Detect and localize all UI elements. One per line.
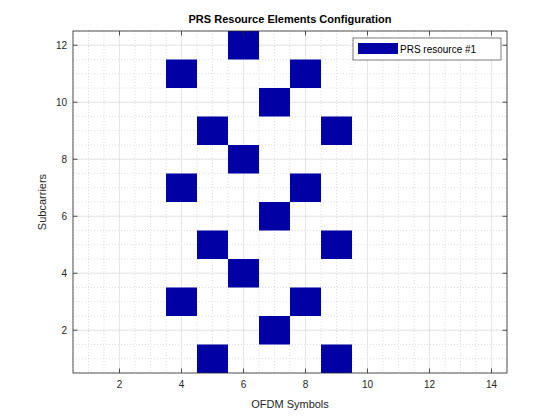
cell (321, 345, 352, 374)
cell (228, 31, 259, 60)
cell (166, 60, 197, 89)
minor-grid-line (73, 358, 507, 359)
x-tick (367, 369, 368, 374)
x-tick-label: 14 (486, 379, 498, 390)
data (166, 31, 352, 373)
y-tick (73, 273, 78, 274)
x-tick (243, 369, 244, 374)
minor-grid-line (414, 31, 415, 373)
x-tick-label: 10 (362, 379, 374, 390)
minor-grid-line (73, 159, 507, 160)
plot-area (73, 31, 507, 373)
x-tick (119, 369, 120, 374)
y-tick (503, 159, 508, 160)
minor-grid (73, 31, 507, 373)
x-tick (491, 369, 492, 374)
y-tick (73, 216, 78, 217)
x-tick (243, 31, 244, 36)
cell (321, 117, 352, 146)
cell (259, 202, 290, 231)
x-tick (367, 31, 368, 36)
y-tick (503, 273, 508, 274)
minor-grid-line (73, 130, 507, 131)
y-tick (73, 45, 78, 46)
minor-grid-line (212, 31, 213, 373)
grid-line (367, 31, 368, 373)
legend: PRS resource #1 (353, 38, 501, 60)
y-tick-label: 10 (56, 97, 68, 108)
ticks (73, 31, 507, 373)
y-tick (73, 102, 78, 103)
axes-frame (73, 31, 507, 373)
title: PRS Resource Elements Configuration (189, 13, 392, 25)
x-tick (181, 369, 182, 374)
cell (259, 88, 290, 117)
minor-grid-line (228, 31, 229, 373)
minor-grid-line (429, 31, 430, 373)
grid-line (73, 159, 507, 160)
cell (290, 174, 321, 203)
legend-label: PRS resource #1 (400, 44, 477, 55)
grid-line (119, 31, 120, 373)
minor-grid-line (73, 244, 507, 245)
cell (197, 117, 228, 146)
y-tick (503, 45, 508, 46)
minor-grid-line (73, 273, 507, 274)
x-tick-label: 4 (179, 379, 185, 390)
y-tick-label: 6 (61, 211, 67, 222)
grid-line (73, 273, 507, 274)
minor-grid-line (336, 31, 337, 373)
x-tick (305, 31, 306, 36)
grid-line (429, 31, 430, 373)
y-tick (73, 330, 78, 331)
cell (259, 316, 290, 345)
x-tick-label: 6 (241, 379, 247, 390)
cell (290, 60, 321, 89)
minor-grid-line (398, 31, 399, 373)
minor-grid-line (491, 31, 492, 373)
legend-swatch (358, 43, 398, 54)
y-tick (503, 330, 508, 331)
cell (197, 231, 228, 260)
y-tick-label: 2 (61, 325, 67, 336)
x-tick (119, 31, 120, 36)
y-tick-label: 12 (56, 40, 68, 51)
x-tick (181, 31, 182, 36)
background (0, 0, 560, 420)
y-tick (503, 216, 508, 217)
minor-grid-line (243, 31, 244, 373)
cell (228, 259, 259, 288)
x-tick (429, 369, 430, 374)
y-tick (73, 159, 78, 160)
y-tick (503, 102, 508, 103)
minor-grid-line (73, 145, 507, 146)
x-tick-label: 2 (117, 379, 123, 390)
minor-grid-line (150, 31, 151, 373)
y-axis-label: Subcarriers (36, 173, 48, 230)
x-tick (491, 31, 492, 36)
legend-box (353, 38, 501, 60)
minor-grid-line (135, 31, 136, 373)
x-tick-label: 8 (303, 379, 309, 390)
cell (290, 288, 321, 317)
y-tick-label: 4 (61, 268, 67, 279)
x-tick-label: 12 (424, 379, 436, 390)
minor-grid-line (119, 31, 120, 373)
cell (166, 174, 197, 203)
grid-line (243, 31, 244, 373)
grid-line (491, 31, 492, 373)
cell (321, 231, 352, 260)
cell (228, 145, 259, 174)
x-axis-label: OFDM Symbols (251, 398, 329, 410)
grid (73, 31, 507, 373)
cell (166, 288, 197, 317)
chart: 2 4 6 8 10 12 14 2 4 6 8 10 12 PRS Resource Elements … (0, 0, 560, 420)
minor-grid-line (73, 259, 507, 260)
x-tick (305, 369, 306, 374)
x-tick (429, 31, 430, 36)
cell (197, 345, 228, 374)
y-tick-label: 8 (61, 154, 67, 165)
